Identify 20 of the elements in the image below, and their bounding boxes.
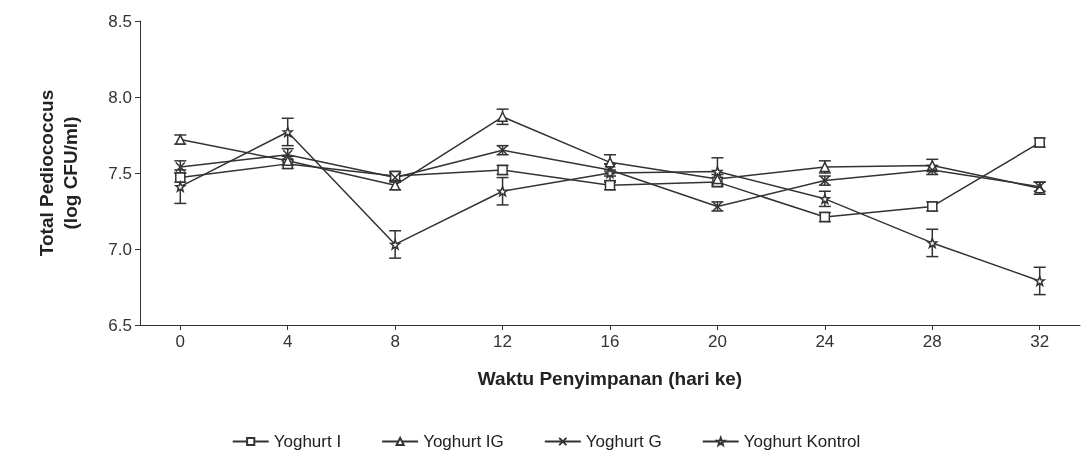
y-tick-label: 7.5 [108,163,132,183]
x-tick-label: 12 [493,332,513,351]
x-tick-label: 32 [1030,332,1050,351]
y-tick-label: 8.5 [108,11,132,31]
y-tick-label: 6.5 [108,315,132,335]
y-tick-label: 8.0 [108,87,132,107]
legend-label: Yoghurt Kontrol [743,432,861,451]
x-tick-label: 0 [175,332,186,351]
legend-label: Yoghurt G [585,432,662,451]
y-axis-title: Total Pediococcus (log CFU/ml) [35,89,81,257]
x-tick-label: 16 [600,332,620,351]
x-tick-label: 8 [390,332,400,351]
x-tick-label: 4 [282,332,293,351]
x-axis-title: Waktu Penyimpanan (hari ke) [477,368,743,389]
x-tick-label: 24 [815,332,835,351]
legend-label: Yoghurt I [273,432,342,451]
x-tick-label: 20 [707,332,727,351]
x-tick-label: 28 [922,332,942,351]
y-tick-label: 7.0 [108,239,132,259]
legend-label: Yoghurt IG [423,432,504,451]
